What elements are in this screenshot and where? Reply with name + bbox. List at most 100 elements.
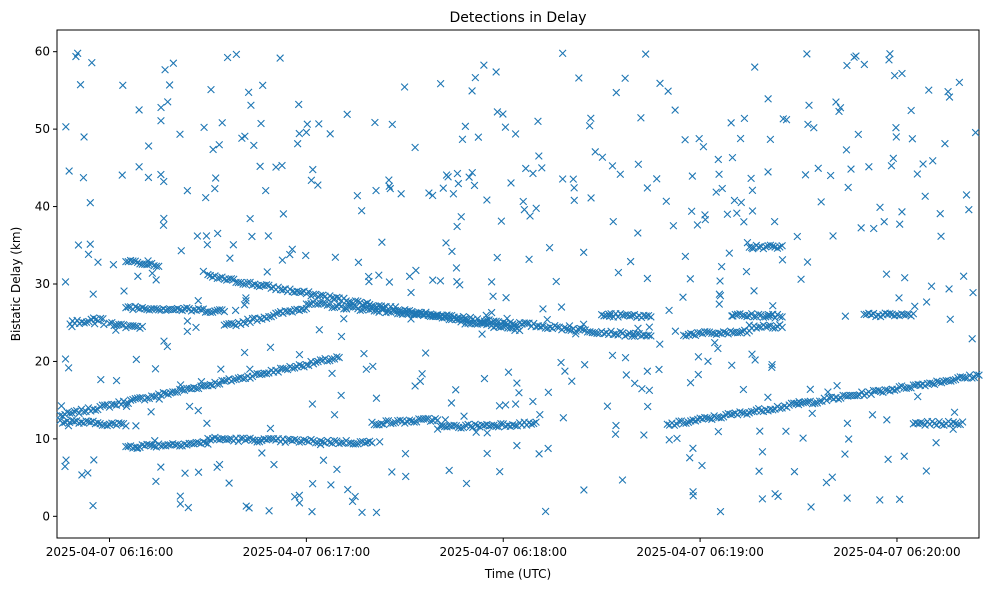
data-point [889, 154, 898, 163]
data-point [70, 407, 79, 416]
data-point [255, 370, 264, 379]
data-point [492, 422, 500, 430]
data-point [302, 436, 311, 445]
data-point [782, 427, 790, 436]
data-point [764, 393, 772, 402]
data-point [497, 419, 505, 428]
data-point [504, 368, 513, 376]
data-point [369, 362, 377, 371]
data-point [507, 179, 515, 187]
data-point [194, 406, 203, 415]
data-point [565, 322, 574, 330]
data-point [458, 135, 467, 144]
data-point [455, 281, 464, 289]
data-point [293, 139, 302, 148]
data-point [333, 353, 341, 361]
data-point [343, 485, 352, 494]
data-point [489, 292, 497, 301]
data-point [609, 217, 618, 226]
data-point [716, 507, 725, 516]
data-point [397, 190, 405, 198]
data-point [250, 141, 258, 150]
data-point [520, 205, 529, 214]
x-tick-label: 2025-04-07 06:19:00 [636, 545, 763, 559]
data-point [295, 129, 304, 138]
data-point [962, 191, 971, 199]
data-point [438, 314, 447, 322]
data-point [664, 87, 672, 95]
data-point [515, 388, 523, 397]
data-point [853, 391, 861, 400]
data-point [327, 481, 335, 489]
data-point [103, 421, 111, 430]
data-point [255, 282, 264, 291]
y-tick-label: 60 [35, 45, 50, 59]
data-point [909, 309, 918, 318]
data-point [64, 364, 73, 372]
data-point [483, 429, 492, 437]
data-point [614, 313, 622, 321]
data-point [928, 379, 936, 388]
data-point [91, 406, 100, 414]
data-point [900, 273, 909, 282]
data-point [370, 307, 379, 315]
data-point [411, 143, 419, 152]
data-point [328, 303, 336, 312]
data-point [122, 422, 130, 430]
data-point [775, 243, 784, 251]
data-point [131, 322, 140, 331]
x-tick-label: 2025-04-07 06:20:00 [833, 545, 960, 559]
data-point [232, 321, 240, 330]
data-point [272, 163, 280, 171]
data-point [112, 326, 120, 335]
data-point [302, 128, 311, 137]
data-point [225, 479, 233, 487]
data-point [426, 310, 435, 318]
data-point [295, 350, 304, 359]
data-point [773, 244, 782, 253]
data-point [727, 361, 736, 370]
data-point [220, 377, 229, 385]
data-point [924, 86, 933, 94]
data-point [308, 507, 316, 516]
data-point [728, 312, 736, 320]
data-point [316, 356, 325, 364]
data-point [743, 238, 752, 247]
data-point [100, 320, 108, 329]
data-point [140, 304, 149, 313]
data-point [511, 130, 520, 138]
data-point [122, 257, 130, 266]
data-point [418, 370, 426, 378]
data-point [714, 155, 723, 164]
data-point [858, 388, 866, 396]
data-point [108, 419, 116, 427]
data-point [431, 414, 440, 423]
data-point [215, 274, 224, 282]
data-point [499, 110, 507, 118]
data-point [199, 267, 208, 276]
data-point [710, 338, 719, 347]
data-point [254, 436, 263, 444]
data-point [264, 232, 273, 240]
data-point [445, 466, 453, 475]
data-point [705, 328, 714, 336]
data-point [803, 258, 812, 266]
data-point [738, 409, 747, 417]
data-point [968, 374, 976, 382]
data-point [559, 414, 568, 422]
data-point [553, 323, 561, 331]
data-point [415, 308, 423, 317]
data-point [638, 384, 646, 393]
data-point [110, 400, 118, 409]
data-point [120, 287, 128, 295]
data-point [160, 214, 168, 223]
data-point [880, 217, 888, 226]
data-point [611, 330, 620, 338]
data-point [80, 133, 88, 141]
data-point [644, 311, 653, 320]
data-point [750, 287, 758, 295]
data-point [266, 343, 275, 352]
data-point [152, 276, 160, 284]
y-axis-label: Bistatic Delay (km) [9, 227, 23, 342]
data-point [192, 323, 200, 332]
